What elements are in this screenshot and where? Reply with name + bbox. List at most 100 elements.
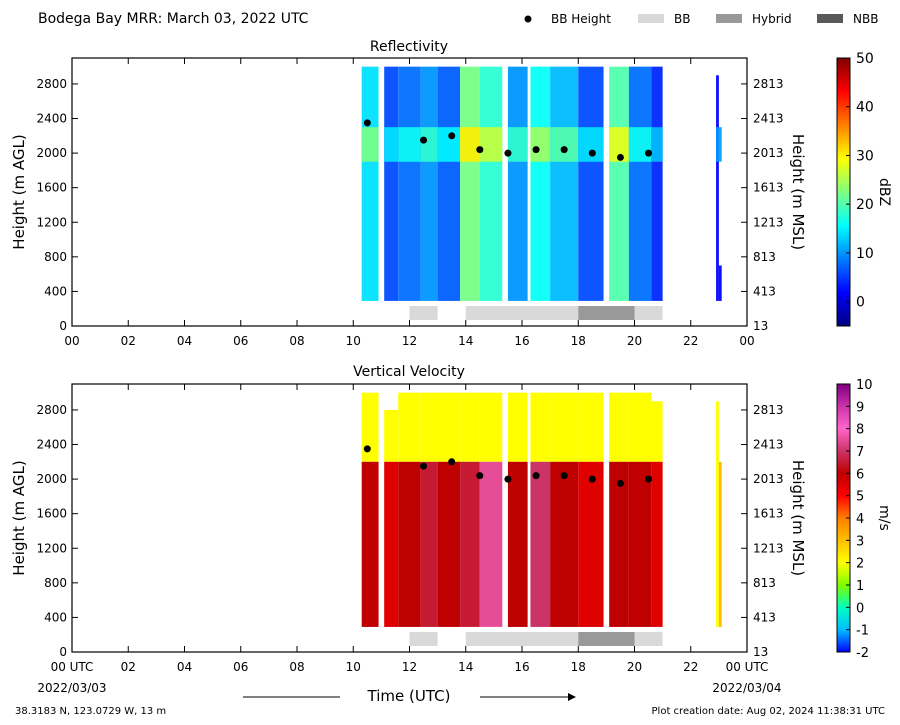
colorbar-tick-label: 6 <box>856 467 864 482</box>
colorbar-tick-label: -1 <box>856 624 869 639</box>
x-tick-label: 22 <box>683 660 698 674</box>
velocity-field-upper <box>420 392 438 462</box>
velocity-field-upper <box>460 392 480 462</box>
velocity-field-upper <box>716 401 719 462</box>
colorbar-tick-label: 5 <box>856 490 864 505</box>
bb-type-segment <box>409 632 438 646</box>
reflectivity-field-column <box>530 66 551 301</box>
reflectivity-panel: Reflectivity Height (m AGL) Height (m MS… <box>10 39 892 348</box>
x-tick-label: 00 UTC <box>726 660 769 674</box>
reflectivity-field-column <box>550 66 579 301</box>
x-tick-label: 14 <box>458 660 473 674</box>
y2-tick-label: 2813 <box>753 403 784 417</box>
legend-label: NBB <box>853 12 878 26</box>
reflectivity-field-column <box>420 66 438 301</box>
reflectivity-bright-band <box>420 127 438 162</box>
figure-title: Bodega Bay MRR: March 03, 2022 UTC <box>38 11 309 27</box>
y2-tick-label: 1213 <box>753 541 784 555</box>
bb-type-segment <box>634 632 663 646</box>
reflectivity-bright-band <box>578 127 604 162</box>
velocity-field-upper <box>507 392 528 462</box>
reflectivity-field-column <box>398 66 421 301</box>
y2-tick-label: 1613 <box>753 507 784 521</box>
x-tick-label: 18 <box>571 660 586 674</box>
bb-height-point <box>588 475 596 483</box>
bb-height-point <box>363 445 371 453</box>
x-tick-label: 10 <box>346 334 361 348</box>
velocity-field-lower <box>716 461 719 627</box>
reflectivity-field-column <box>437 66 461 301</box>
y2-tick-label: 2013 <box>753 146 784 160</box>
y-tick-label: 800 <box>44 250 67 264</box>
bb-type-segment <box>465 306 579 320</box>
x-tick-label: 08 <box>289 334 304 348</box>
creation-date-text: Plot creation date: Aug 02, 2024 11:38:3… <box>652 706 885 717</box>
y-tick-label: 1600 <box>36 507 67 521</box>
colorbar-tick-label: 20 <box>856 197 874 213</box>
bb-height-point <box>532 472 540 480</box>
legend-bb-swatch <box>638 14 664 23</box>
velocity-field-lower <box>420 461 438 627</box>
velocity-field-lower <box>718 461 722 627</box>
y-tick-label: 1200 <box>36 215 67 229</box>
x-tick-label: 14 <box>458 334 473 348</box>
reflectivity-field-column <box>479 66 503 301</box>
bb-type-segment <box>578 632 635 646</box>
colorbar-tick-label: 0 <box>856 295 865 311</box>
y-tick-label: 400 <box>44 610 67 624</box>
velocity-field-lower <box>460 461 480 627</box>
bb-height-point <box>560 146 568 154</box>
y2-tick-label: 2413 <box>753 112 784 126</box>
y2-tick-label: 813 <box>753 576 776 590</box>
x-tick-label: 12 <box>402 660 417 674</box>
x-tick-label: 06 <box>233 660 248 674</box>
y2-tick-label: 1213 <box>753 215 784 229</box>
reflectivity-bright-band <box>609 127 629 162</box>
bb-type-segment <box>634 306 663 320</box>
velocity-field-upper <box>398 392 421 462</box>
velocity-field-upper <box>578 392 604 462</box>
velocity-field-lower <box>437 461 461 627</box>
y-tick-label: 0 <box>59 319 67 333</box>
x-tick-label: 22 <box>683 334 698 348</box>
velocity-field-lower <box>651 461 663 627</box>
reflectivity-y2label: Height (m MSL) <box>789 134 807 250</box>
y-tick-label: 2000 <box>36 146 67 160</box>
reflectivity-bright-band <box>530 127 551 162</box>
bb-type-segment <box>409 306 438 320</box>
x-tick-label: 00 <box>739 334 754 348</box>
bb-height-point <box>645 475 653 483</box>
velocity-field-upper <box>384 409 399 462</box>
x-tick-label: 20 <box>627 660 642 674</box>
velocity-field-lower <box>628 461 652 627</box>
reflectivity-bright-band <box>716 127 719 162</box>
y2-tick-label: 2013 <box>753 472 784 486</box>
velocity-field-upper <box>550 392 579 462</box>
reflectivity-field-column <box>609 66 629 301</box>
velocity-field-upper <box>628 392 652 462</box>
reflectivity-bright-band <box>507 127 528 162</box>
x-tick-label: 16 <box>514 660 529 674</box>
velocity-ylabel: Height (m AGL) <box>10 460 28 575</box>
x-tick-label: 02 <box>121 660 136 674</box>
reflectivity-bright-band <box>550 127 579 162</box>
bb-height-point <box>532 146 540 154</box>
x-tick-label: 10 <box>346 660 361 674</box>
y-tick-label: 400 <box>44 284 67 298</box>
bb-height-point <box>363 119 371 127</box>
x-tick-label: 16 <box>514 334 529 348</box>
bb-height-point <box>476 472 484 480</box>
bb-height-point <box>476 146 484 154</box>
reflectivity-field-column <box>628 66 652 301</box>
reflectivity-bright-band <box>384 127 399 162</box>
reflectivity-field-column <box>384 66 399 301</box>
y2-tick-label: 813 <box>753 250 776 264</box>
y-tick-label: 2800 <box>36 77 67 91</box>
y-tick-label: 0 <box>59 645 67 659</box>
bb-height-point <box>504 149 512 157</box>
y2-tick-label: 413 <box>753 284 776 298</box>
legend-label: BB Height <box>551 12 611 26</box>
y2-tick-label: 13 <box>753 319 768 333</box>
reflectivity-field-column <box>651 66 663 301</box>
